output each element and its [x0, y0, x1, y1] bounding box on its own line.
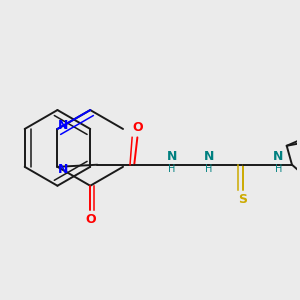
Text: S: S: [238, 193, 247, 206]
Text: H: H: [205, 164, 213, 174]
Text: O: O: [132, 122, 143, 134]
Text: H: H: [274, 164, 282, 174]
Text: N: N: [204, 150, 214, 163]
Text: O: O: [85, 213, 96, 226]
Text: N: N: [273, 150, 284, 163]
Text: N: N: [167, 150, 177, 163]
Text: N: N: [58, 164, 68, 176]
Text: H: H: [168, 164, 176, 174]
Text: N: N: [58, 119, 68, 132]
